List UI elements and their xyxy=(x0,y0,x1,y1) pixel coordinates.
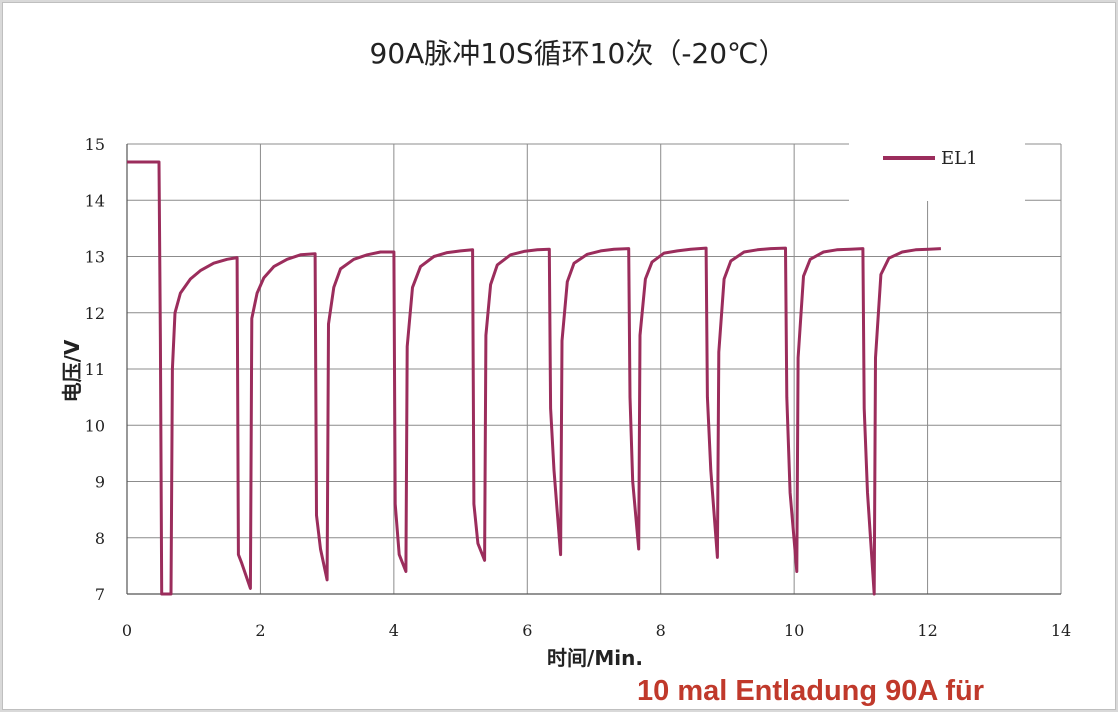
axes: 7 8 9 10 11 12 13 14 15 0 2 4 6 8 10 12 14 xyxy=(85,135,1072,640)
x-tick-label: 0 xyxy=(122,621,132,640)
y-tick-label: 13 xyxy=(85,248,105,267)
legend: EL1 xyxy=(849,139,1025,201)
y-axis-label: 电压/V xyxy=(60,339,84,402)
series-layer xyxy=(127,160,941,596)
x-tick-label: 14 xyxy=(1051,621,1071,640)
y-tick-label: 14 xyxy=(85,191,105,210)
legend-label: EL1 xyxy=(941,148,978,169)
grid xyxy=(126,143,1062,595)
voltage-chart: 90A脉冲10S循环10次（-20℃） 7 8 9 10 11 12 13 14 15 0 2 4 6 8… xyxy=(60,37,1072,707)
y-tick-label: 8 xyxy=(95,529,105,548)
caption-text: 10 mal Entladung 90A für xyxy=(637,675,984,707)
x-tick-label: 6 xyxy=(522,621,532,640)
series-line-el1 xyxy=(127,160,941,596)
y-tick-label: 11 xyxy=(85,360,105,379)
y-tick-label: 9 xyxy=(95,473,105,492)
y-tick-label: 7 xyxy=(95,585,105,604)
chart-title: 90A脉冲10S循环10次（-20℃） xyxy=(370,37,787,70)
y-tick-label: 15 xyxy=(85,135,105,154)
x-tick-label: 2 xyxy=(255,621,265,640)
legend-background xyxy=(849,139,1025,201)
x-tick-label: 10 xyxy=(784,621,804,640)
x-axis-label: 时间/Min. xyxy=(547,646,643,670)
x-tick-label: 12 xyxy=(917,621,937,640)
y-tick-label: 10 xyxy=(85,416,105,435)
y-tick-label: 12 xyxy=(85,304,105,323)
x-tick-label: 4 xyxy=(389,621,399,640)
x-tick-label: 8 xyxy=(656,621,666,640)
